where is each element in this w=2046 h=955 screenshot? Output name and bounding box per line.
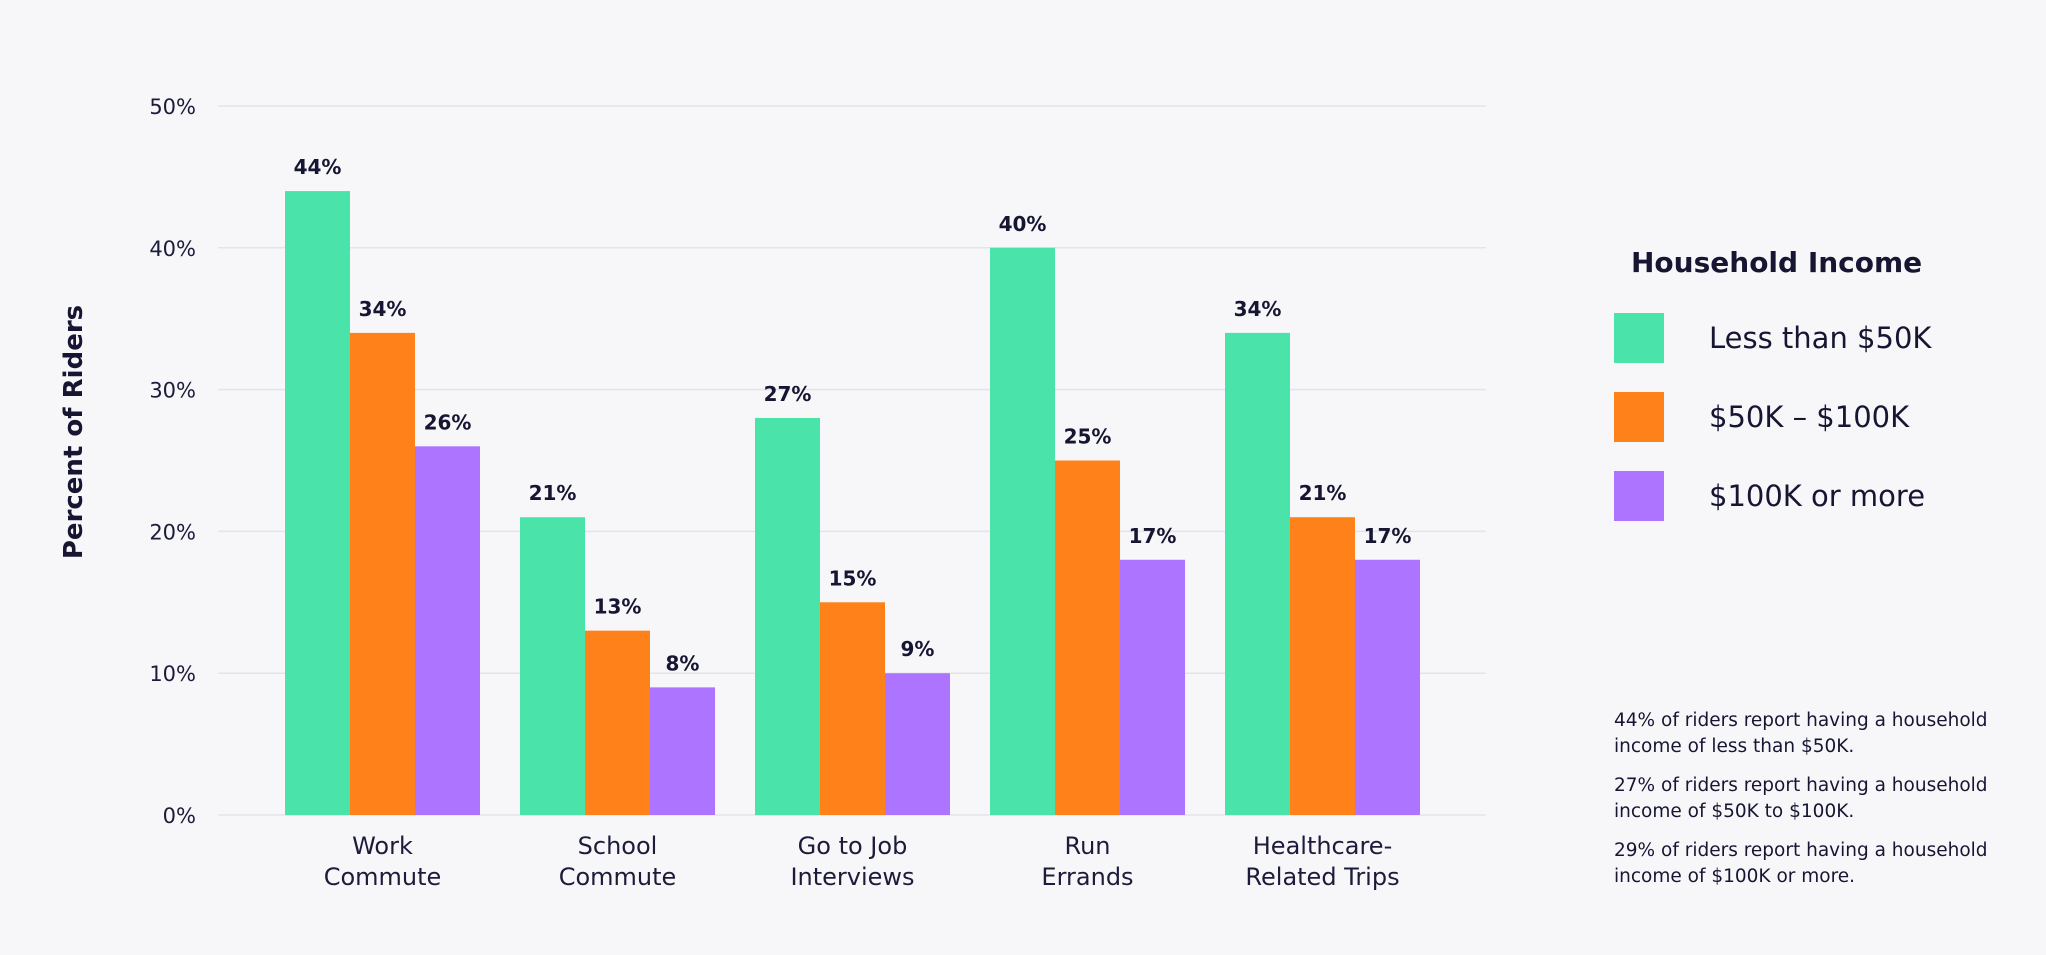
legend-label-under-50k: Less than $50K	[1709, 321, 1932, 355]
bars-layer	[285, 191, 1420, 816]
legend-label-50k-100k: $50K – $100K	[1709, 400, 1910, 434]
bar	[1355, 559, 1420, 815]
legend-title: Household Income	[1631, 246, 1923, 279]
x-tick-label: Run	[1064, 832, 1110, 860]
data-label: 34%	[359, 297, 407, 321]
footnotes: 44% of riders report having a household …	[1614, 708, 2034, 903]
legend-item-under-50k: Less than $50K	[1614, 313, 2014, 363]
x-tick-label: Interviews	[790, 863, 914, 891]
data-label: 25%	[1064, 425, 1112, 449]
data-label: 9%	[901, 637, 935, 661]
bar	[755, 417, 820, 815]
data-label: 13%	[594, 595, 642, 619]
y-tick-label: 0%	[163, 804, 196, 828]
bar	[350, 332, 415, 815]
y-tick-label: 10%	[149, 662, 196, 686]
bar	[1290, 517, 1355, 815]
legend: Household Income Less than $50K $50K – $…	[1614, 246, 2014, 550]
y-tick-label: 40%	[149, 237, 196, 261]
data-label: 40%	[999, 212, 1047, 236]
bar	[585, 630, 650, 815]
data-label: 21%	[1299, 481, 1347, 505]
bar	[885, 673, 950, 815]
note-under-50k: 44% of riders report having a household …	[1614, 710, 1988, 757]
data-label: 44%	[294, 155, 342, 179]
legend-label-100k-plus: $100K or more	[1709, 479, 1926, 513]
bar	[650, 687, 715, 815]
data-label: 15%	[829, 566, 877, 590]
data-label: 26%	[424, 410, 472, 434]
x-tick-label: Work	[352, 832, 413, 860]
bar	[285, 191, 350, 815]
x-tick-label: School	[578, 832, 658, 860]
bar	[990, 247, 1055, 816]
data-label: 34%	[1234, 297, 1282, 321]
bar	[520, 517, 585, 815]
data-label: 17%	[1129, 524, 1177, 548]
bar	[1120, 559, 1185, 815]
y-tick-label: 50%	[149, 95, 196, 119]
legend-swatch-50k-100k	[1614, 392, 1664, 442]
bar	[1055, 460, 1120, 815]
data-label: 27%	[764, 382, 812, 406]
data-label: 17%	[1364, 524, 1412, 548]
x-tick-label: Errands	[1041, 863, 1133, 891]
legend-item-50k-100k: $50K – $100K	[1614, 392, 2014, 442]
legend-swatch-under-50k	[1614, 313, 1664, 363]
x-tick-label: Related Trips	[1245, 863, 1399, 891]
y-tick-label: 20%	[149, 520, 196, 544]
x-tick-label: Commute	[324, 863, 442, 891]
note-100k-plus: 29% of riders report having a household …	[1614, 840, 1988, 887]
bar	[1225, 332, 1290, 815]
x-tick-label: Commute	[559, 863, 677, 891]
note-50k-100k: 27% of riders report having a household …	[1614, 775, 1988, 822]
x-tick-label: Healthcare-	[1253, 832, 1392, 860]
data-label: 8%	[666, 651, 700, 675]
y-tick-label: 30%	[149, 379, 196, 403]
legend-swatch-100k-plus	[1614, 471, 1664, 521]
data-label: 21%	[529, 481, 577, 505]
bar	[415, 446, 480, 815]
legend-item-100k-plus: $100K or more	[1614, 471, 2014, 521]
bar	[820, 602, 885, 815]
y-axis-title: Percent of Riders	[59, 305, 89, 559]
labels-layer: 0% 10% 20% 30% 40% 50% 44% 34% 26% Work Commute 21%…	[149, 95, 1411, 891]
x-tick-label: Go to Job	[798, 832, 908, 860]
